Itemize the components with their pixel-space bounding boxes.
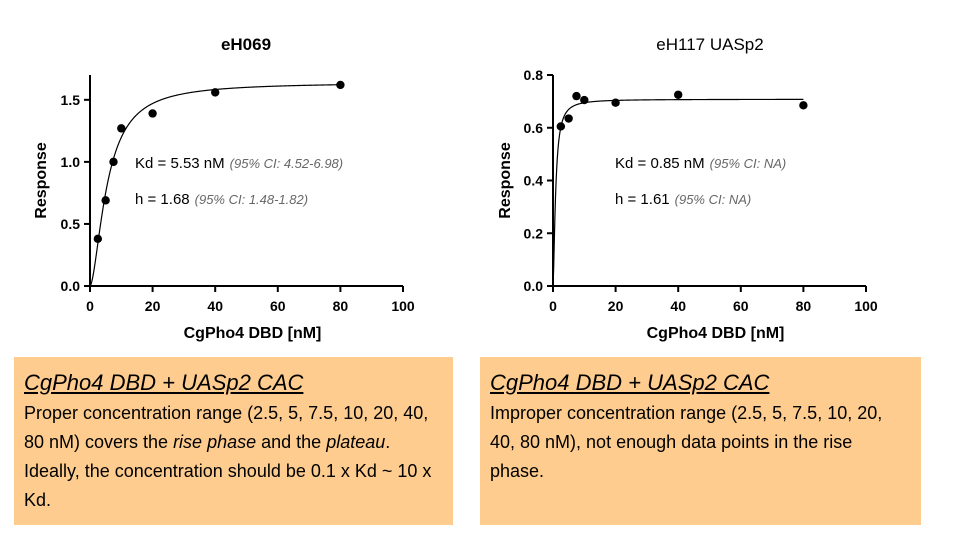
y-tick-label: 1.0 bbox=[61, 154, 81, 170]
y-tick-label: 0.8 bbox=[524, 67, 544, 83]
data-point bbox=[580, 95, 589, 105]
kd-label: Kd = 5.53 nM bbox=[135, 155, 225, 172]
data-point bbox=[211, 88, 220, 97]
data-point bbox=[674, 90, 683, 99]
x-tick-label: 0 bbox=[549, 298, 557, 314]
y-tick-label: 0.5 bbox=[61, 216, 81, 232]
x-tick-label: 40 bbox=[207, 298, 223, 314]
fit-curve bbox=[89, 84, 341, 287]
note-text: . Ideally, the concentration should be 0… bbox=[24, 432, 432, 510]
chart-left: eH069 0 20 40 60 80 100 0.0 0.5 1.0 1.5 CgPho4 DBD … bbox=[33, 35, 415, 342]
kd-ci: (95% CI: NA) bbox=[710, 156, 787, 171]
y-tick-label: 0.6 bbox=[524, 120, 544, 136]
x-tick-label: 0 bbox=[86, 298, 94, 314]
data-point bbox=[117, 124, 126, 133]
data-point bbox=[799, 101, 808, 110]
note-body: Improper concentration range (2.5, 5, 7.… bbox=[490, 399, 911, 486]
y-tick-label: 0.0 bbox=[61, 278, 81, 294]
x-tick-label: 20 bbox=[145, 298, 161, 314]
note-title: CgPho4 DBD + UASp2 CAC bbox=[24, 370, 304, 395]
y-axis-label: Response bbox=[497, 142, 514, 219]
x-axis-label: CgPho4 DBD [nM] bbox=[647, 325, 785, 342]
h-ci: (95% CI: 1.48-1.82) bbox=[195, 192, 308, 207]
x-axis-label: CgPho4 DBD [nM] bbox=[184, 325, 322, 342]
x-tick-label: 20 bbox=[608, 298, 624, 314]
x-tick-label: 60 bbox=[733, 298, 749, 314]
kd-label: Kd = 0.85 nM bbox=[615, 155, 705, 172]
chart-title: eH069 bbox=[221, 35, 271, 54]
kd-annotation: Kd = 5.53 nM (95% CI: 4.52-6.98) bbox=[135, 155, 343, 172]
data-point bbox=[148, 109, 157, 118]
data-point bbox=[93, 234, 103, 244]
note-emphasis: rise phase bbox=[173, 432, 257, 452]
data-point bbox=[564, 114, 573, 123]
note-emphasis: plateau bbox=[326, 432, 386, 452]
x-tick-label: 60 bbox=[270, 298, 286, 314]
note-body: Proper concentration range (2.5, 5, 7.5,… bbox=[24, 399, 443, 515]
h-label: h = 1.61 bbox=[615, 191, 670, 208]
data-point bbox=[109, 157, 118, 167]
data-point bbox=[101, 196, 110, 205]
fit-curve bbox=[552, 98, 804, 287]
note-box-left: CgPho4 DBD + UASp2 CAC Proper concentrat… bbox=[14, 357, 453, 525]
h-annotation: h = 1.68 (95% CI: 1.48-1.82) bbox=[135, 191, 308, 208]
h-ci: (95% CI: NA) bbox=[675, 192, 752, 207]
note-text: Improper concentration range (2.5, 5, 7.… bbox=[490, 403, 883, 481]
chart-right: eH117 UASp2 0 20 40 60 80 100 0.0 0.2 0.4 0.6 0.8 Cg… bbox=[497, 35, 878, 342]
y-tick-label: 1.5 bbox=[61, 92, 81, 108]
y-tick-label: 0.4 bbox=[524, 173, 544, 189]
x-tick-label: 100 bbox=[391, 298, 415, 314]
x-tick-label: 80 bbox=[796, 298, 812, 314]
data-point bbox=[336, 80, 345, 90]
note-box-right: CgPho4 DBD + UASp2 CAC Improper concentr… bbox=[480, 357, 921, 525]
chart-title: eH117 UASp2 bbox=[656, 35, 763, 54]
y-tick-label: 0.2 bbox=[524, 225, 544, 241]
x-tick-label: 40 bbox=[670, 298, 686, 314]
y-axis-label: Response bbox=[33, 142, 50, 219]
x-tick-label: 80 bbox=[333, 298, 349, 314]
note-text: and the bbox=[256, 432, 327, 452]
x-tick-label: 100 bbox=[854, 298, 878, 314]
note-text: Proper concentration range (2.5, 5, 7.5,… bbox=[24, 403, 429, 452]
y-tick-label: 0.0 bbox=[524, 278, 544, 294]
kd-annotation: Kd = 0.85 nM (95% CI: NA) bbox=[615, 155, 786, 172]
data-point bbox=[611, 98, 620, 107]
h-label: h = 1.68 bbox=[135, 191, 190, 208]
kd-ci: (95% CI: 4.52-6.98) bbox=[230, 156, 343, 171]
h-annotation: h = 1.61 (95% CI: NA) bbox=[615, 191, 751, 208]
note-title: CgPho4 DBD + UASp2 CAC bbox=[490, 370, 770, 395]
data-point bbox=[572, 91, 581, 101]
data-point bbox=[556, 122, 566, 131]
